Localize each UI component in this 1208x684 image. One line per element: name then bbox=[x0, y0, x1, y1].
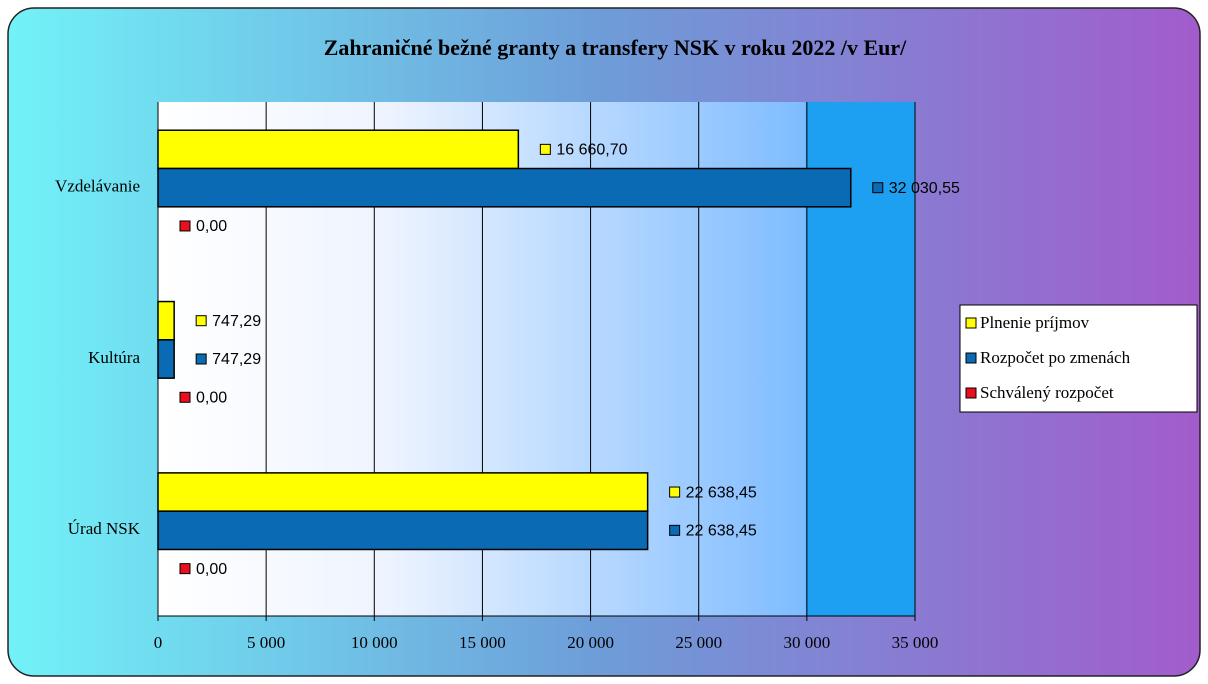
label-key bbox=[669, 486, 681, 498]
x-tick-label: 0 bbox=[154, 633, 163, 652]
label-key bbox=[179, 220, 191, 232]
data-label: 22 638,45 bbox=[686, 484, 757, 501]
label-key bbox=[195, 353, 207, 365]
x-tick-label: 25 000 bbox=[675, 633, 722, 652]
y-tick-label: Kultúra bbox=[88, 348, 140, 367]
legend-key bbox=[965, 387, 977, 399]
data-label: 22 638,45 bbox=[686, 523, 757, 540]
data-label: 747,29 bbox=[212, 313, 261, 330]
data-label: 0,00 bbox=[196, 218, 227, 235]
bar bbox=[157, 167, 852, 208]
y-tick-label: Úrad NSK bbox=[68, 519, 141, 538]
x-tick-label: 35 000 bbox=[892, 633, 939, 652]
data-label: 0,00 bbox=[196, 390, 227, 407]
legend-label: Plnenie príjmov bbox=[980, 313, 1090, 332]
bar bbox=[157, 472, 649, 512]
data-label: 0,00 bbox=[196, 561, 227, 578]
label-key bbox=[669, 524, 681, 536]
bar bbox=[157, 339, 175, 379]
bar bbox=[157, 300, 175, 341]
label-key bbox=[179, 563, 191, 575]
legend-key bbox=[965, 317, 977, 329]
x-tick-label: 30 000 bbox=[783, 633, 830, 652]
x-tick-label: 5 000 bbox=[247, 633, 285, 652]
x-tick-label: 15 000 bbox=[459, 633, 506, 652]
label-key bbox=[539, 143, 551, 155]
data-label: 32 030,55 bbox=[889, 180, 960, 197]
data-label: 16 660,70 bbox=[556, 142, 627, 159]
label-key bbox=[195, 315, 207, 327]
legend-label: Schválený rozpočet bbox=[980, 383, 1114, 402]
legend-key bbox=[965, 352, 977, 364]
chart-title: Zahraničné bežné granty a transfery NSK … bbox=[324, 35, 907, 60]
label-key bbox=[872, 182, 884, 194]
y-tick-label: Vzdelávanie bbox=[55, 177, 140, 196]
bar bbox=[157, 129, 520, 170]
legend-label: Rozpočet po zmenách bbox=[980, 348, 1131, 367]
legend bbox=[959, 304, 1198, 413]
bar bbox=[157, 510, 649, 551]
x-tick-label: 20 000 bbox=[567, 633, 614, 652]
x-tick-label: 10 000 bbox=[351, 633, 398, 652]
data-label: 747,29 bbox=[212, 351, 261, 368]
label-key bbox=[179, 391, 191, 403]
